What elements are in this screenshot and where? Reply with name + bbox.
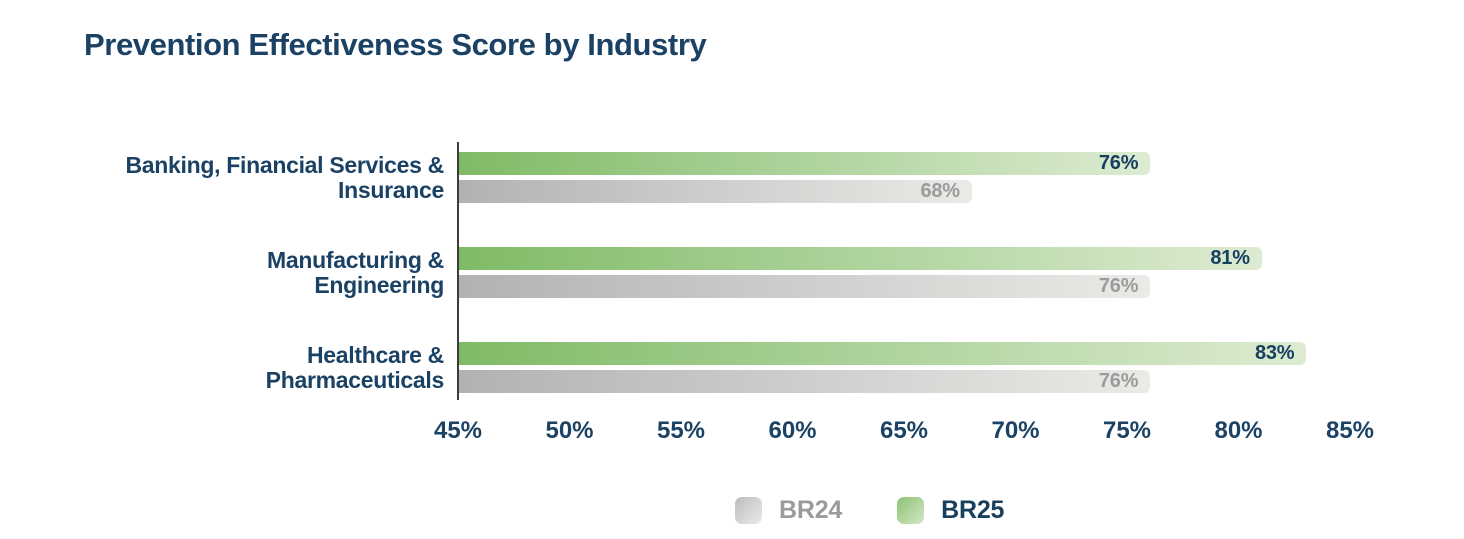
- legend-item-br24: BR24: [735, 496, 842, 525]
- bar-br24: 76%: [459, 370, 1151, 393]
- category-label-line: Banking, Financial Services &: [125, 151, 444, 178]
- category-label-line: Manufacturing &: [267, 246, 444, 273]
- category-label-line: Insurance: [338, 176, 444, 203]
- bar-br25: 81%: [459, 247, 1262, 270]
- x-axis-tick: 65%: [879, 417, 929, 444]
- category-label-line: Pharmaceuticals: [265, 366, 445, 393]
- x-axis-tick: 55%: [656, 417, 706, 444]
- category-label: Healthcare & Pharmaceuticals: [0, 341, 445, 393]
- legend-swatch: [897, 497, 925, 524]
- x-axis-tick: 50%: [545, 417, 594, 444]
- legend-swatch: [735, 497, 762, 524]
- legend-label: BR24: [779, 496, 843, 524]
- x-axis-tick: 75%: [1102, 417, 1152, 444]
- legend-label: BR25: [941, 496, 1005, 524]
- legend-item-br25: BR25: [897, 496, 1004, 525]
- bar-group: Healthcare & Pharmaceuticals 83% 76%: [0, 342, 1464, 393]
- x-axis-tick: 45%: [433, 417, 483, 444]
- bar-group: Banking, Financial Services & Insurance 76…: [0, 152, 1464, 203]
- x-axis-tick: 70%: [991, 417, 1040, 444]
- bar-value-label: 81%: [1210, 247, 1250, 269]
- x-axis-tick: 60%: [768, 417, 817, 444]
- category-label-line: Healthcare &: [306, 341, 444, 368]
- x-axis-tick: 85%: [1325, 417, 1375, 444]
- bar-br25: 83%: [459, 342, 1307, 365]
- bar-value-label: 76%: [1098, 275, 1139, 297]
- bar-group: Manufacturing & Engineering 81% 76%: [0, 247, 1464, 298]
- chart-title: Prevention Effectiveness Score by Indust…: [84, 27, 707, 62]
- category-label: Manufacturing & Engineering: [0, 247, 444, 298]
- bar-value-label: 76%: [1098, 152, 1139, 174]
- y-axis-line: [457, 142, 459, 400]
- bar-value-label: 68%: [920, 180, 960, 202]
- bar-value-label: 76%: [1098, 370, 1139, 392]
- bar-br24: 76%: [459, 275, 1151, 298]
- bar-value-label: 83%: [1254, 342, 1295, 364]
- x-axis-tick: 80%: [1214, 417, 1263, 444]
- bar-br25: 76%: [459, 152, 1151, 175]
- category-label: Banking, Financial Services & Insurance: [0, 152, 444, 203]
- legend: BR24 BR25: [735, 496, 1004, 525]
- bar-br24: 68%: [459, 180, 972, 203]
- category-label-line: Engineering: [314, 271, 444, 298]
